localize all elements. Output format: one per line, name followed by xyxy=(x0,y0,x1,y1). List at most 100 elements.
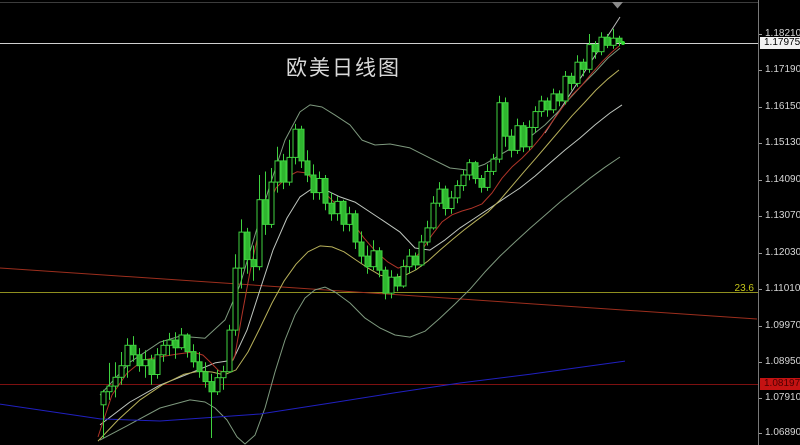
candle-bear-body xyxy=(364,255,371,268)
candle-bull-body xyxy=(142,359,149,367)
candle-bull-body xyxy=(562,75,569,102)
candle-bear-body xyxy=(304,160,311,176)
candle-bull-body xyxy=(496,102,503,160)
candle-bear-body xyxy=(382,269,389,294)
bollinger-upper-line xyxy=(99,47,621,396)
candle-bear-body xyxy=(208,381,215,393)
candle-bull-body xyxy=(454,185,461,199)
ma-slow-blue-line xyxy=(0,360,626,422)
candle-bear-body xyxy=(568,75,575,84)
candle-bull-body xyxy=(112,376,119,387)
candle-bear-body xyxy=(250,259,257,268)
candle-bull-body xyxy=(400,266,407,287)
current-price-tag: 1.17975 xyxy=(760,37,800,49)
bollinger-lower-line xyxy=(99,156,621,445)
candle-bull-body xyxy=(436,188,443,204)
candle-bear-body xyxy=(592,44,599,53)
chart-shift-triangle-icon[interactable] xyxy=(612,2,623,9)
candle-bull-body xyxy=(598,36,605,53)
candle-bull-body xyxy=(484,171,491,188)
candle-bull-body xyxy=(214,377,221,393)
axis-tick-mark xyxy=(759,180,762,181)
axis-price-label: 1.14090 xyxy=(765,174,800,185)
axis-tick-mark xyxy=(759,70,762,71)
candle-bull-body xyxy=(466,162,473,176)
candle-bull-body xyxy=(430,202,437,229)
candle-bear-body xyxy=(148,359,155,376)
candles-series xyxy=(100,28,623,438)
candle-bull-body xyxy=(346,213,353,225)
candle-bull-body xyxy=(316,178,323,194)
candle-bear-body xyxy=(328,202,335,215)
candle-bull-body xyxy=(178,334,185,349)
candle-bear-body xyxy=(502,102,509,137)
axis-tick-mark xyxy=(759,433,762,434)
candle-bull-body xyxy=(274,160,281,183)
candle-bull-body xyxy=(256,199,263,268)
axis-tick-mark xyxy=(759,362,762,363)
candle-bull-body xyxy=(238,231,245,269)
candle-bull-body xyxy=(124,344,131,367)
candle-bear-body xyxy=(298,128,305,162)
bollinger-middle-line xyxy=(99,104,623,426)
candle-bear-body xyxy=(358,241,365,257)
last-price-dot xyxy=(621,41,625,45)
candle-bear-body xyxy=(202,371,209,383)
candle-bear-body xyxy=(280,160,287,183)
axis-price-label: 1.18210 xyxy=(765,28,800,39)
descending-red-trendline[interactable] xyxy=(0,267,758,320)
candle-bull-body xyxy=(418,241,425,266)
axis-tick-mark xyxy=(759,143,762,144)
candle-bear-body xyxy=(520,125,527,148)
candle-bull-body xyxy=(268,181,275,225)
candle-bull-body xyxy=(550,93,557,111)
candle-bear-body xyxy=(190,351,197,363)
axis-price-label: 1.08950 xyxy=(765,356,800,367)
candle-bull-body xyxy=(220,371,227,379)
candle-bear-body xyxy=(136,354,143,367)
candle-bull-body xyxy=(514,125,521,151)
candle-bear-body xyxy=(172,339,179,349)
candle-bull-body xyxy=(226,329,233,373)
candle-bull-body xyxy=(286,156,293,183)
axis-price-label: 1.11010 xyxy=(765,283,800,294)
axis-price-label: 1.06890 xyxy=(765,427,800,438)
axis-tick-mark xyxy=(759,398,762,399)
candle-bull-body xyxy=(526,126,533,148)
candle-bear-body xyxy=(472,162,479,180)
candle-bear-body xyxy=(478,178,485,188)
candle-bear-body xyxy=(556,93,563,102)
candle-bear-body xyxy=(340,200,347,225)
candle-bull-body xyxy=(448,197,455,209)
candle-bull-body xyxy=(424,227,431,243)
candle-bear-body xyxy=(394,276,401,287)
candle-bull-body xyxy=(586,44,593,70)
candle-bear-body xyxy=(352,213,359,243)
chart-title: 欧美日线图 xyxy=(286,56,401,80)
axis-tick-mark xyxy=(759,216,762,217)
candle-bear-body xyxy=(544,100,551,111)
candle-bull-body xyxy=(106,385,113,393)
alert-price-tag: 1.08197 xyxy=(760,378,800,390)
candle-bear-body xyxy=(184,334,191,353)
axis-price-label: 1.07910 xyxy=(765,392,800,403)
candle-bull-body xyxy=(532,111,539,128)
candle-bear-body xyxy=(130,344,137,356)
price-axis[interactable]: 1.18210 1.17190 1.16150 1.15130 1.14090 1.130… xyxy=(758,0,800,445)
axis-tick-mark xyxy=(759,289,762,290)
candle-bear-body xyxy=(196,361,203,373)
candle-bull-body xyxy=(334,200,341,215)
axis-price-label: 1.13070 xyxy=(765,210,800,221)
candle-bear-body xyxy=(262,199,269,225)
candle-bull-body xyxy=(610,37,617,46)
axis-price-label: 1.09970 xyxy=(765,320,800,331)
candle-bull-body xyxy=(370,250,377,268)
chart-markers xyxy=(612,2,625,45)
candle-bull-body xyxy=(100,391,107,406)
candle-bull-body xyxy=(166,339,173,346)
candle-bear-body xyxy=(310,174,317,194)
candle-bear-body xyxy=(616,37,623,43)
axis-price-label: 1.15130 xyxy=(765,137,800,148)
axis-tick-mark xyxy=(759,326,762,327)
